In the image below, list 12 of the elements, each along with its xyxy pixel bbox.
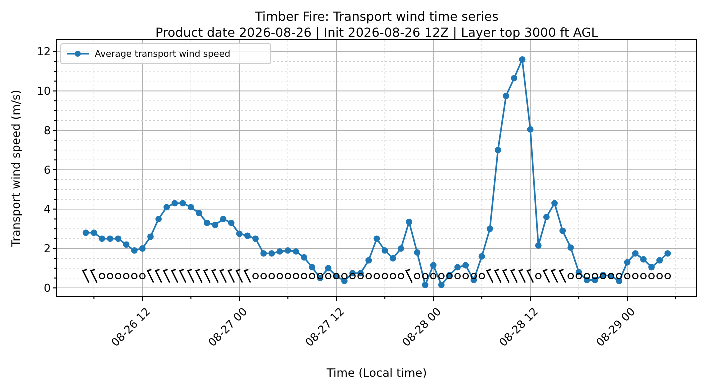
chart-title: Timber Fire: Transport wind time series [254,9,499,24]
y-tick-label: 10 [37,85,51,98]
y-tick-label: 0 [44,282,51,295]
x-axis-title: Time (Local time) [326,366,428,380]
y-tick-label: 2 [44,242,51,256]
y-tick-label: 12 [37,46,51,59]
y-tick-label: 8 [44,124,51,138]
y-tick-label: 6 [44,164,51,177]
y-axis-title: Transport wind speed (m/s) [9,90,23,248]
legend-label: Average transport wind speed [95,50,231,60]
chart-subtitle: Product date 2026-08-26 | Init 2026-08-26 12Z | Layer top 3000 ft AGL [156,25,598,40]
y-tick-label: 4 [44,203,51,216]
